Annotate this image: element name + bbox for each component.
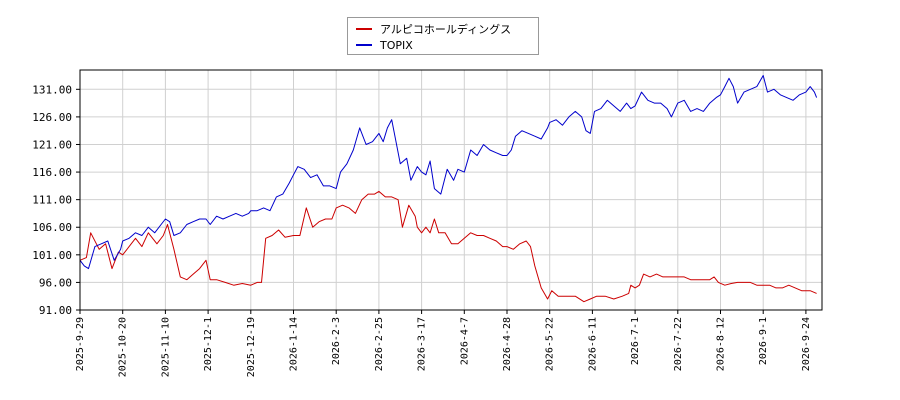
x-tick-label: 2026-1-14 [289,317,300,371]
legend-item-series-2: TOPIX [356,37,413,53]
x-tick-label: 2026-2-25 [374,317,385,371]
x-tick-label: 2026-7-22 [673,317,684,371]
x-tick-label: 2026-5-22 [545,317,556,371]
x-axis: 2025-9-29 2025-10-20 2025-11-10 2025-12-1 20… [75,310,812,377]
legend-swatch-series-2 [356,44,372,46]
x-tick-label: 2025-10-20 [118,317,129,377]
legend-swatch-series-1 [356,28,372,30]
chart-legend: アルピコホールディングス TOPIX [347,17,539,55]
y-tick-label: 121.00 [32,138,72,151]
y-axis: 91.00 96.00 101.00 106.00 111.00 116.00 121.00… [32,83,80,317]
legend-label-series-1: アルピコホールディングス [380,23,512,36]
x-tick-label: 2026-9-24 [801,317,812,371]
x-tick-label: 2026-4-7 [459,317,470,365]
y-tick-label: 116.00 [32,166,72,179]
chart-grid [79,70,822,311]
x-tick-label: 2026-2-3 [331,317,342,365]
y-tick-label: 91.00 [39,304,72,317]
series-line-1 [79,190,817,303]
y-tick-label: 101.00 [32,249,72,262]
series-line-2 [79,75,818,270]
x-tick-label: 2025-9-29 [75,317,86,371]
x-tick-label: 2026-9-1 [758,317,769,365]
x-tick-label: 2026-3-17 [417,317,428,371]
x-tick-label: 2026-6-11 [587,317,598,371]
x-tick-label: 2026-8-12 [716,317,727,371]
plot-frame [79,69,823,311]
legend-label-series-2: TOPIX [380,38,413,52]
y-tick-label: 96.00 [39,276,72,289]
legend-item-series-1: アルピコホールディングス [356,21,511,37]
x-tick-label: 2025-12-19 [246,317,257,377]
x-tick-label: 2026-7-1 [630,317,641,365]
y-tick-label: 106.00 [32,221,72,234]
y-tick-label: 126.00 [32,111,72,124]
y-tick-label: 111.00 [32,194,72,207]
chart-series [79,75,818,303]
x-tick-label: 2025-11-10 [160,317,171,377]
y-tick-label: 131.00 [32,83,72,96]
x-tick-label: 2026-4-28 [502,317,513,371]
x-tick-label: 2025-12-1 [203,317,214,371]
